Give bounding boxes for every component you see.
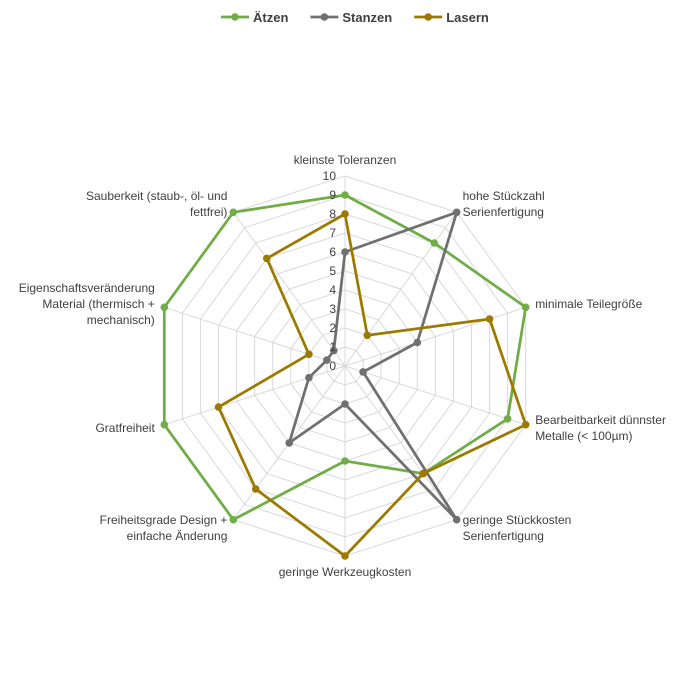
- legend-marker: [320, 13, 329, 21]
- data-point: [341, 210, 349, 218]
- category-label: Bearbeitbarkeit dünnster Metalle (< 100µm…: [535, 413, 666, 443]
- data-point: [160, 303, 169, 312]
- tick-label: 3: [329, 302, 336, 316]
- data-point: [341, 552, 349, 560]
- data-point: [363, 331, 372, 340]
- tick-label: 9: [329, 188, 336, 202]
- data-point: [214, 403, 223, 411]
- spoke-4: [344, 365, 458, 520]
- tick-label: 7: [329, 226, 336, 240]
- legend-entry-2: Lasern: [414, 10, 489, 25]
- legend: Ätzen Stanzen Lasern: [221, 10, 489, 25]
- category-label: geringe Werkzeugkosten: [279, 565, 412, 579]
- data-point: [341, 400, 349, 408]
- category-label-line: Bearbeitbarkeit dünnster: [535, 413, 666, 427]
- tick-label: 6: [329, 245, 336, 259]
- data-point: [229, 208, 238, 217]
- legend-marker: [424, 13, 433, 21]
- tick-label: 0: [329, 359, 336, 373]
- data-point: [160, 420, 169, 429]
- legend-entry-0: Ätzen: [221, 10, 288, 25]
- category-label-line: fettfrei): [190, 205, 227, 219]
- category-label-line: Material (thermisch +: [42, 297, 154, 311]
- data-point: [305, 373, 313, 382]
- category-label-line: Serienfertigung: [463, 529, 544, 543]
- tick-label: 10: [323, 169, 337, 183]
- category-label-line: Freiheitsgrade Design +: [100, 513, 228, 527]
- category-label-line: mechanisch): [87, 313, 155, 327]
- spoke-9: [232, 212, 346, 367]
- data-point: [521, 303, 530, 312]
- series-0: [160, 191, 530, 524]
- data-point: [413, 338, 422, 347]
- category-label-line: Metalle (< 100µm): [535, 429, 632, 443]
- data-point: [430, 239, 439, 247]
- category-label-line: Sauberkeit (staub-, öl- und: [86, 189, 227, 203]
- legend-label: Ätzen: [253, 10, 288, 25]
- series-line: [287, 210, 459, 522]
- radar-series: [160, 191, 530, 560]
- legend-label: Stanzen: [342, 10, 392, 25]
- category-label: hohe Stückzahl Serienfertigung: [463, 189, 545, 219]
- tick-label: 8: [329, 207, 336, 221]
- series-1: [285, 208, 461, 524]
- category-label: minimale Teilegröße: [535, 297, 642, 311]
- data-point: [251, 485, 260, 493]
- category-label-line: Eigenschaftsveränderung: [19, 281, 155, 295]
- spoke-7: [164, 365, 346, 426]
- tick-label: 2: [329, 321, 336, 335]
- category-label-line: geringe Stückkosten: [463, 513, 572, 527]
- spoke-3: [344, 365, 526, 426]
- category-label-line: kleinste Toleranzen: [294, 153, 397, 167]
- tick-label: 1: [329, 340, 336, 354]
- data-point: [341, 191, 349, 199]
- category-label-line: hohe Stückzahl: [463, 189, 545, 203]
- category-label-line: geringe Werkzeugkosten: [279, 565, 412, 579]
- data-point: [521, 420, 530, 429]
- data-point: [305, 350, 313, 359]
- data-point: [503, 415, 512, 423]
- data-point: [419, 469, 428, 478]
- category-label: geringe Stückkosten Serienfertigung: [463, 513, 572, 543]
- data-point: [330, 346, 338, 355]
- category-label: kleinste Toleranzen: [294, 153, 397, 167]
- legend-label: Lasern: [446, 10, 489, 25]
- category-label-line: einfache Änderung: [127, 529, 228, 543]
- category-label: Eigenschaftsveränderung Material (thermis…: [19, 281, 155, 327]
- series-2: [214, 210, 530, 560]
- category-labels: kleinste Toleranzen hohe Stückzahl Serienf…: [19, 153, 666, 579]
- data-point: [452, 208, 461, 217]
- spoke-2: [344, 306, 526, 367]
- data-point: [359, 368, 367, 376]
- spoke-1: [344, 212, 458, 367]
- data-point: [452, 515, 461, 524]
- category-label-line: minimale Teilegröße: [535, 297, 642, 311]
- data-point: [285, 439, 294, 447]
- data-point: [341, 248, 349, 256]
- category-label: Freiheitsgrade Design + einfache Änderung: [100, 513, 228, 543]
- category-label-line: Serienfertigung: [463, 205, 544, 219]
- data-point: [229, 515, 238, 524]
- category-label: Sauberkeit (staub-, öl- und fettfrei): [86, 189, 227, 219]
- legend-marker: [231, 13, 239, 21]
- category-label: Gratfreiheit: [95, 421, 155, 435]
- legend-entry-1: Stanzen: [310, 10, 392, 25]
- radar-spokes: [164, 176, 526, 556]
- tick-label: 5: [329, 264, 336, 278]
- category-label-line: Gratfreiheit: [95, 421, 155, 435]
- data-point: [341, 457, 349, 465]
- data-point: [263, 254, 271, 263]
- data-point: [485, 315, 494, 323]
- spoke-8: [164, 306, 346, 367]
- data-point: [323, 356, 331, 364]
- radial-tick-labels: 0 1 2 3 4 5 6 7 8 9 10: [323, 169, 337, 373]
- tick-label: 4: [329, 283, 336, 297]
